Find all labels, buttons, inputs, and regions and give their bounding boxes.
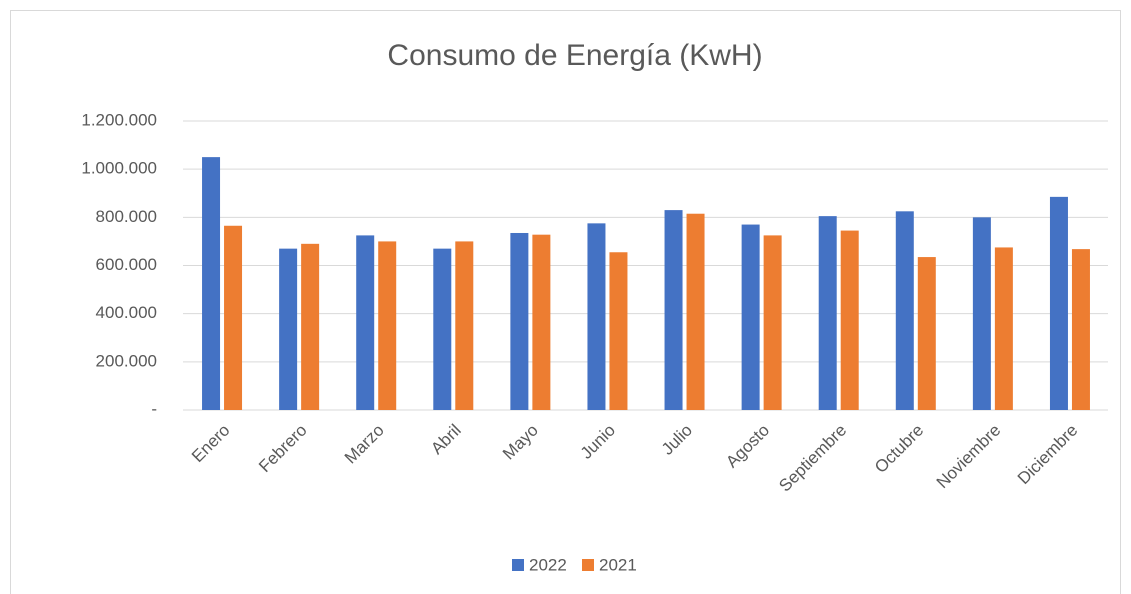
- bar: [609, 252, 628, 410]
- x-tick-label: Octubre: [871, 421, 927, 477]
- x-tick-label: Noviembre: [933, 421, 1005, 493]
- x-tick-label: Junio: [577, 421, 619, 463]
- bar: [763, 235, 782, 410]
- y-tick-label: 800.000: [96, 207, 157, 226]
- y-tick-label: 1.200.000: [81, 110, 157, 129]
- bar: [532, 234, 551, 410]
- bar: [1049, 196, 1068, 410]
- bar: [279, 248, 298, 410]
- legend-swatch: [582, 559, 594, 571]
- bar: [972, 217, 991, 410]
- bar: [378, 241, 397, 410]
- bar: [224, 225, 243, 410]
- bar: [840, 230, 859, 410]
- bar: [895, 211, 914, 410]
- bar: [686, 213, 705, 410]
- bar: [455, 241, 474, 410]
- y-tick-label: 400.000: [96, 303, 157, 322]
- x-tick-label: Enero: [188, 421, 234, 467]
- y-tick-label: 600.000: [96, 255, 157, 274]
- legend-swatch: [512, 559, 524, 571]
- legend-label: 2022: [529, 555, 567, 574]
- bar: [917, 257, 936, 410]
- y-tick-label: 1.000.000: [81, 159, 157, 178]
- bar: [433, 248, 452, 410]
- x-tick-label: Febrero: [255, 421, 311, 477]
- chart-border: [10, 10, 1121, 594]
- chart-title: Consumo de Energía (KwH): [387, 39, 762, 72]
- bar: [301, 243, 320, 410]
- x-tick-label: Mayo: [499, 421, 542, 464]
- x-tick-label: Agosto: [722, 421, 773, 472]
- x-tick-label: Septiembre: [775, 421, 850, 496]
- x-tick-label: Julio: [658, 421, 696, 459]
- y-tick-label: -: [151, 399, 157, 418]
- bar: [741, 224, 760, 410]
- bar: [356, 235, 375, 410]
- bar: [994, 247, 1013, 410]
- y-tick-label: 200.000: [96, 351, 157, 370]
- legend-label: 2021: [599, 555, 637, 574]
- bar: [1071, 249, 1090, 410]
- x-tick-label: Diciembre: [1014, 421, 1082, 489]
- bar: [587, 223, 606, 410]
- bar: [818, 216, 837, 410]
- bar: [664, 210, 683, 410]
- x-tick-label: Abril: [427, 421, 464, 458]
- bar: [202, 157, 221, 410]
- x-tick-label: Marzo: [341, 421, 388, 468]
- bar: [510, 232, 529, 410]
